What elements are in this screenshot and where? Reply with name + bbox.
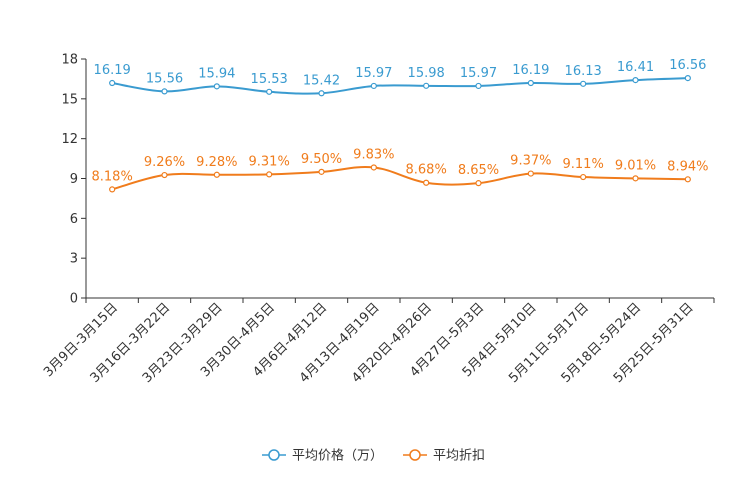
legend-label: 平均价格（万） [292,448,383,464]
data-point [109,186,116,193]
data-label: 8.65% [458,163,499,178]
data-point [423,179,430,186]
data-point [266,88,273,95]
data-label: 8.94% [667,159,708,174]
data-label: 16.56 [669,58,706,73]
data-label: 15.94 [198,66,235,81]
data-label: 15.53 [251,72,288,87]
data-label: 15.98 [408,66,445,81]
y-tick-label: 9 [70,172,78,187]
data-point [161,171,168,179]
y-tick-label: 6 [70,212,78,227]
y-tick-label: 18 [61,53,78,68]
data-point [109,79,116,87]
legend-label: 平均折扣 [433,449,485,464]
data-point [370,82,377,90]
data-point [266,171,273,178]
data-label: 16.41 [617,60,654,75]
y-axis: 0 3 6 9 12 15 18 [61,53,87,307]
y-tick-label: 15 [61,92,78,107]
data-label: 15.42 [303,73,340,88]
y-tick-label: 0 [70,292,78,307]
data-label: 16.19 [512,63,549,78]
data-point [423,82,430,89]
data-point [161,88,168,95]
data-point [213,171,220,178]
data-label: 16.19 [94,63,131,78]
series-line [111,166,688,191]
y-tick-label: 12 [61,132,78,147]
y-tick-label: 3 [70,252,78,267]
plot-area: 16.19 15.56 15.94 15.53 15.42 15.97 15.98 15.97… [92,58,708,193]
data-point [475,82,482,90]
data-point [632,175,639,182]
data-point [580,80,587,87]
data-point [475,180,482,187]
data-label: 15.97 [355,66,392,81]
data-point [527,170,534,177]
data-point [318,90,325,97]
data-label: 9.28% [196,155,237,170]
data-label: 9.01% [615,158,656,173]
data-label: 8.68% [406,163,447,178]
data-label: 9.83% [353,147,394,162]
data-point [684,75,691,82]
data-point [213,83,220,90]
data-point [527,79,534,87]
legend-marker-icon [409,449,421,461]
data-point [580,173,587,181]
data-label: 16.13 [565,64,602,79]
data-point [318,168,325,175]
data-point [632,77,639,84]
legend-marker-icon [268,449,280,461]
x-axis: 3月9日-3月15日3月16日-3月22日3月23日-3月29日3月30日-4月… [41,297,715,386]
legend: 平均价格（万） 平均折扣 [262,448,485,464]
data-label: 9.31% [249,154,290,169]
data-label: 9.37% [510,154,551,169]
data-label: 8.18% [92,169,133,184]
data-label: 9.26% [144,155,185,170]
data-label: 9.11% [563,157,604,172]
data-point [684,176,691,183]
data-label: 15.56 [146,71,183,86]
data-label: 15.97 [460,66,497,81]
data-label: 9.50% [301,152,342,167]
series-line [112,77,688,95]
data-point [370,164,377,171]
